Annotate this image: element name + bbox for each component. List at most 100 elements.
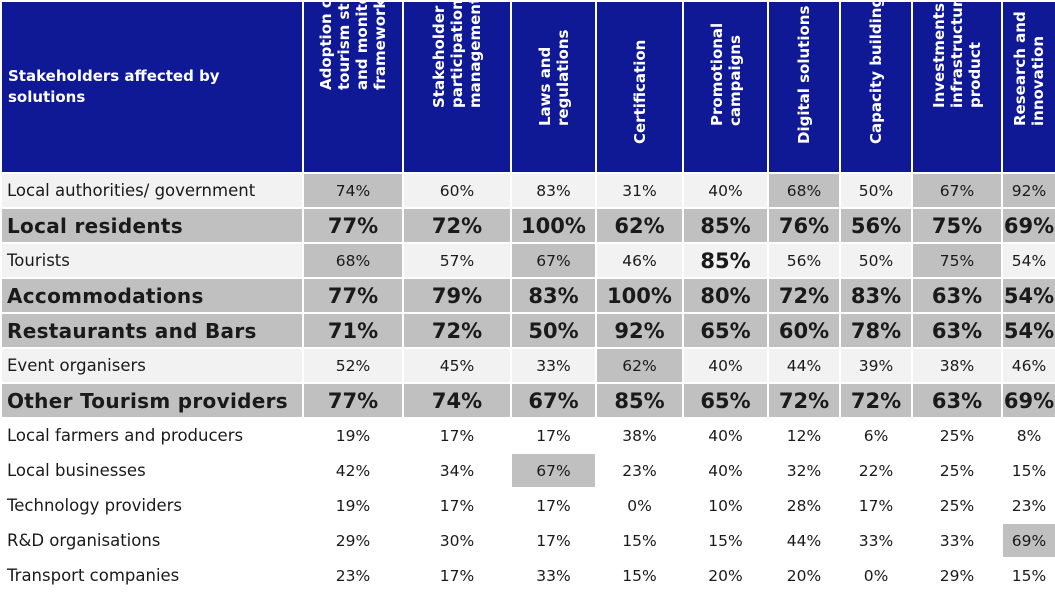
table-cell: 52% bbox=[302, 347, 404, 384]
table-cell: 67% bbox=[510, 242, 597, 279]
column-header-label: Stakeholder participation and management bbox=[430, 1, 484, 108]
corner-header: Stakeholders affected by solutions bbox=[0, 0, 304, 174]
table-cell: 56% bbox=[839, 207, 913, 244]
table-cell: 67% bbox=[510, 452, 597, 489]
table-cell: 15% bbox=[1001, 557, 1055, 594]
table-cell: 33% bbox=[839, 522, 913, 559]
table-cell: 69% bbox=[1001, 207, 1055, 244]
table-cell: 50% bbox=[510, 312, 597, 349]
table-cell: 15% bbox=[682, 522, 769, 559]
table-cell: 68% bbox=[302, 242, 404, 279]
table-cell: 74% bbox=[302, 172, 404, 209]
table-cell: 17% bbox=[510, 487, 597, 524]
table-cell: 92% bbox=[595, 312, 684, 349]
table-cell: 68% bbox=[767, 172, 841, 209]
table-cell: 62% bbox=[595, 207, 684, 244]
column-header-label: Capacity building bbox=[867, 1, 885, 144]
table-cell: 38% bbox=[911, 347, 1003, 384]
table-cell: 19% bbox=[302, 417, 404, 454]
table-row: Transport companies 23% 17% 33% 15% 20% … bbox=[0, 557, 1055, 594]
table-cell: 44% bbox=[767, 347, 841, 384]
table-row: Tourists 68% 57% 67% 46% 85% 56% 50% 75%… bbox=[0, 242, 1055, 279]
column-header: Investments in infrastructure and produc… bbox=[911, 0, 1003, 174]
table-cell: 40% bbox=[682, 347, 769, 384]
table-cell: 20% bbox=[767, 557, 841, 594]
row-label: Other Tourism providers bbox=[0, 382, 304, 419]
table-cell: 42% bbox=[302, 452, 404, 489]
table-cell: 8% bbox=[1001, 417, 1055, 454]
table-cell: 46% bbox=[595, 242, 684, 279]
table-cell: 79% bbox=[402, 277, 512, 314]
column-header-label: Research and innovation bbox=[1011, 11, 1047, 126]
table-cell: 67% bbox=[911, 172, 1003, 209]
row-label: Local businesses bbox=[0, 452, 304, 489]
table-cell: 92% bbox=[1001, 172, 1055, 209]
table-row: Local residents 77% 72% 100% 62% 85% 76%… bbox=[0, 207, 1055, 244]
table-cell: 100% bbox=[510, 207, 597, 244]
table-cell: 72% bbox=[839, 382, 913, 419]
table-row: Restaurants and Bars 71% 72% 50% 92% 65%… bbox=[0, 312, 1055, 349]
table-cell: 17% bbox=[510, 522, 597, 559]
row-label: R&D organisations bbox=[0, 522, 304, 559]
table-cell: 75% bbox=[911, 207, 1003, 244]
table-cell: 19% bbox=[302, 487, 404, 524]
table-cell: 46% bbox=[1001, 347, 1055, 384]
table-cell: 44% bbox=[767, 522, 841, 559]
table-cell: 45% bbox=[402, 347, 512, 384]
table-row: Local businesses 42% 34% 67% 23% 40% 32%… bbox=[0, 452, 1055, 489]
table-cell: 80% bbox=[682, 277, 769, 314]
table-cell: 17% bbox=[510, 417, 597, 454]
column-header: Research and innovation bbox=[1001, 0, 1055, 174]
column-header: Laws and regulations bbox=[510, 0, 597, 174]
row-label: Local farmers and producers bbox=[0, 417, 304, 454]
table-cell: 69% bbox=[1001, 382, 1055, 419]
table-cell: 28% bbox=[767, 487, 841, 524]
table-cell: 83% bbox=[510, 172, 597, 209]
table-row: Event organisers 52% 45% 33% 62% 40% 44%… bbox=[0, 347, 1055, 384]
table-cell: 63% bbox=[911, 382, 1003, 419]
column-header-label: Investments in infrastructure and produc… bbox=[930, 1, 984, 108]
table-cell: 69% bbox=[1001, 522, 1055, 559]
column-header-label: Adoption of a tourism strategy and monit… bbox=[317, 1, 389, 90]
table-cell: 63% bbox=[911, 312, 1003, 349]
table-cell: 33% bbox=[510, 557, 597, 594]
table-row: Local farmers and producers 19% 17% 17% … bbox=[0, 417, 1055, 454]
table-cell: 83% bbox=[510, 277, 597, 314]
table-cell: 15% bbox=[595, 557, 684, 594]
row-label: Technology providers bbox=[0, 487, 304, 524]
table-cell: 65% bbox=[682, 382, 769, 419]
table-cell: 15% bbox=[595, 522, 684, 559]
table-cell: 23% bbox=[302, 557, 404, 594]
table-cell: 29% bbox=[302, 522, 404, 559]
table-cell: 77% bbox=[302, 277, 404, 314]
table-cell: 50% bbox=[839, 242, 913, 279]
table-cell: 56% bbox=[767, 242, 841, 279]
table-cell: 71% bbox=[302, 312, 404, 349]
table-cell: 29% bbox=[911, 557, 1003, 594]
table-cell: 50% bbox=[839, 172, 913, 209]
row-label: Local authorities/ government bbox=[0, 172, 304, 209]
table-cell: 72% bbox=[767, 277, 841, 314]
table-cell: 17% bbox=[402, 487, 512, 524]
table-cell: 30% bbox=[402, 522, 512, 559]
table-cell: 23% bbox=[595, 452, 684, 489]
table-cell: 62% bbox=[595, 347, 684, 384]
row-label: Accommodations bbox=[0, 277, 304, 314]
table-cell: 25% bbox=[911, 452, 1003, 489]
table-cell: 40% bbox=[682, 452, 769, 489]
row-label: Event organisers bbox=[0, 347, 304, 384]
table-cell: 54% bbox=[1001, 312, 1055, 349]
table-cell: 12% bbox=[767, 417, 841, 454]
table-cell: 77% bbox=[302, 382, 404, 419]
column-header-label: Laws and regulations bbox=[535, 29, 572, 126]
table-cell: 0% bbox=[595, 487, 684, 524]
table-cell: 67% bbox=[510, 382, 597, 419]
table-cell: 17% bbox=[402, 557, 512, 594]
column-header: Adoption of a tourism strategy and monit… bbox=[302, 0, 404, 174]
table-cell: 33% bbox=[510, 347, 597, 384]
column-header: Capacity building bbox=[839, 0, 913, 174]
table-cell: 60% bbox=[402, 172, 512, 209]
table-cell: 85% bbox=[682, 207, 769, 244]
table-cell: 83% bbox=[839, 277, 913, 314]
